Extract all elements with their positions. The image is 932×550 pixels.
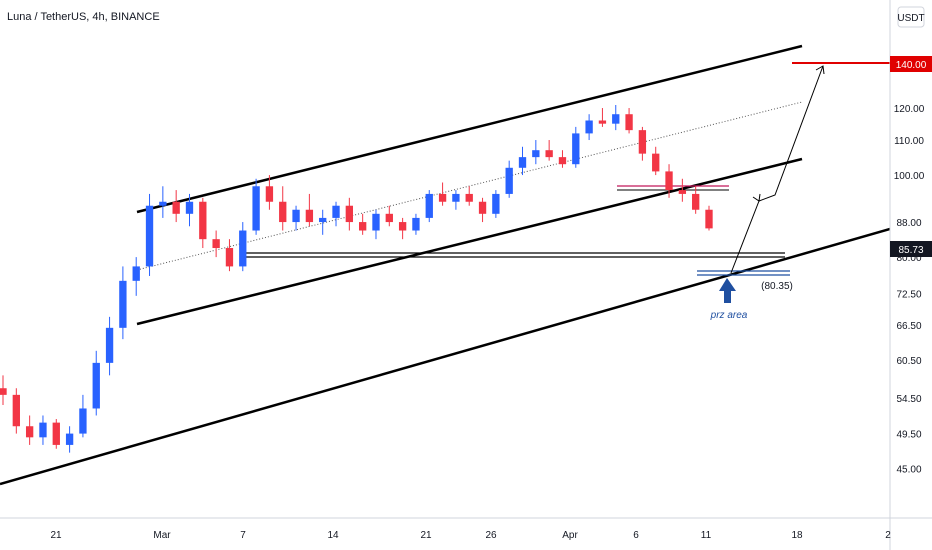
price-tick-label: 100.00 — [894, 171, 925, 182]
candle-body — [252, 186, 260, 231]
price-tick-label: 45.00 — [896, 465, 921, 476]
price-tick-label: 120.00 — [894, 104, 925, 115]
price-tick-label: 72.50 — [896, 289, 921, 300]
candle-body — [532, 150, 540, 158]
candle-body — [398, 222, 407, 231]
candle-body — [25, 426, 34, 438]
time-tick-label: Mar — [153, 530, 171, 541]
projection-path — [730, 65, 824, 274]
candle-body — [12, 394, 20, 427]
candle-body — [478, 201, 487, 214]
candle-body — [319, 217, 327, 223]
candle-body — [39, 422, 47, 438]
channel-upper-line — [136, 44, 803, 214]
candle-body — [558, 157, 567, 165]
candle-body — [372, 213, 380, 231]
candles — [0, 104, 713, 453]
up-arrow-icon — [719, 278, 736, 303]
time-tick-label: 21 — [50, 530, 62, 541]
candle-body — [239, 230, 247, 267]
candle-body — [465, 193, 473, 202]
plot-area[interactable] — [0, 0, 890, 518]
currency-button-label: USDT — [897, 13, 924, 24]
candle-body — [292, 209, 300, 223]
time-axis[interactable]: 21 Mar 7 14 21 26 Apr 6 11 18 2 — [50, 530, 891, 541]
symbol-title: Luna / TetherUS, 4h, BINANCE — [7, 11, 160, 23]
candle-body — [665, 171, 673, 191]
candle-body — [305, 209, 314, 223]
time-tick-label: 11 — [701, 530, 712, 541]
candle-body — [265, 186, 274, 202]
candle-body — [638, 130, 647, 154]
projection-arrowhead-2 — [815, 65, 825, 75]
candle-body — [452, 193, 460, 202]
currency-button[interactable]: USDT — [897, 6, 925, 28]
candle-body — [145, 205, 154, 267]
candle-body — [652, 153, 660, 172]
price-tick-label: 66.50 — [896, 321, 921, 332]
candle-body — [518, 157, 527, 168]
candle-body — [585, 120, 593, 134]
projection-arrowhead-1 — [752, 193, 761, 202]
candle-body — [0, 388, 7, 395]
price-tick-label: 110.00 — [894, 136, 924, 147]
last-price-label: 85.73 — [898, 245, 923, 256]
target-price-marker: 140.00 — [890, 56, 932, 72]
candle-body — [625, 114, 633, 131]
candle-body — [572, 133, 580, 165]
price-tick-label: 80.00 — [896, 253, 921, 264]
candle-body — [612, 114, 620, 124]
prz-area-label: prz area — [710, 310, 748, 321]
price-axis[interactable]: 120.00 110.00 100.00 88.00 80.00 72.50 66.50 60… — [894, 104, 925, 476]
candle-body — [678, 190, 687, 194]
prz-value-label: (80.35) — [761, 281, 793, 292]
candle-body — [159, 201, 167, 206]
candle-body — [79, 408, 87, 434]
candle-body — [492, 193, 500, 214]
candle-body — [705, 209, 713, 229]
price-tick-label: 88.00 — [896, 218, 921, 229]
candle-body — [212, 239, 220, 249]
target-price-label: 140.00 — [896, 60, 927, 71]
channel-mid-line — [136, 101, 803, 271]
candle-body — [105, 327, 114, 363]
candle-body — [119, 280, 127, 328]
candle-body — [52, 422, 60, 445]
price-tick-label: 54.50 — [896, 394, 921, 405]
price-tick-label: 60.50 — [896, 356, 921, 367]
candle-body — [438, 193, 447, 202]
candle-body — [225, 248, 234, 267]
time-tick-label: 14 — [327, 530, 339, 541]
candle-body — [358, 222, 367, 231]
time-tick-label: 2 — [885, 530, 891, 541]
candle-body — [172, 201, 180, 214]
time-tick-label: 21 — [420, 530, 432, 541]
candle-body — [692, 193, 700, 210]
drawing-lines — [0, 44, 891, 486]
price-tick-label: 49.50 — [896, 430, 921, 441]
time-tick-label: 6 — [633, 530, 639, 541]
candle-body — [598, 120, 607, 124]
candle-body — [545, 150, 553, 158]
candle-body — [65, 433, 74, 445]
candle-body — [332, 205, 340, 218]
candle-body — [279, 201, 287, 223]
time-tick-label: 18 — [791, 530, 803, 541]
candle-body — [385, 213, 393, 223]
time-tick-label: 7 — [240, 530, 246, 541]
candle-body — [92, 362, 100, 409]
candle-body — [199, 201, 207, 240]
candle-body — [345, 205, 354, 223]
candle-body — [505, 167, 513, 194]
candle-body — [412, 217, 420, 231]
time-tick-label: 26 — [485, 530, 497, 541]
last-price-marker: 85.73 — [890, 241, 932, 257]
candle-body — [132, 266, 140, 281]
candle-body — [425, 193, 433, 218]
time-tick-label: Apr — [562, 530, 578, 541]
candle-body — [185, 201, 194, 214]
